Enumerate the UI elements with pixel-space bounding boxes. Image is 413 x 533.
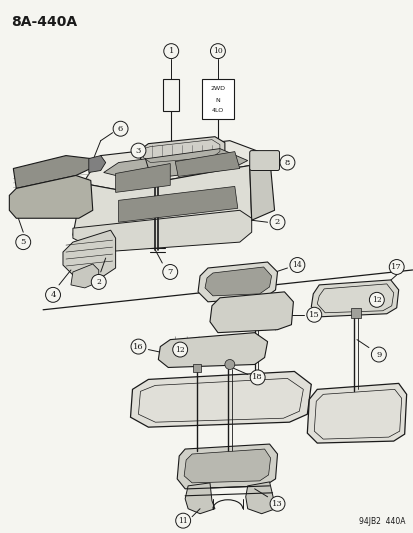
- Circle shape: [370, 347, 385, 362]
- Polygon shape: [306, 383, 406, 443]
- Circle shape: [162, 264, 177, 279]
- Text: 16: 16: [133, 343, 143, 351]
- Polygon shape: [71, 264, 98, 288]
- Polygon shape: [209, 292, 293, 333]
- Circle shape: [91, 274, 106, 289]
- Circle shape: [388, 260, 403, 274]
- Circle shape: [164, 44, 178, 59]
- Polygon shape: [130, 372, 311, 427]
- Text: 14: 14: [292, 261, 301, 269]
- Circle shape: [249, 370, 264, 385]
- Text: 4LO: 4LO: [211, 108, 223, 114]
- Polygon shape: [63, 230, 115, 278]
- Circle shape: [289, 257, 304, 272]
- Text: 8: 8: [284, 158, 290, 166]
- Circle shape: [269, 215, 284, 230]
- Polygon shape: [73, 166, 251, 250]
- Circle shape: [368, 293, 383, 308]
- Text: 3: 3: [135, 147, 141, 155]
- Polygon shape: [184, 449, 270, 483]
- Polygon shape: [249, 156, 274, 220]
- Polygon shape: [115, 164, 170, 192]
- Bar: [202, 79, 233, 119]
- Polygon shape: [177, 444, 277, 489]
- Polygon shape: [83, 141, 269, 190]
- Text: 17: 17: [390, 263, 401, 271]
- Polygon shape: [13, 156, 93, 188]
- Polygon shape: [103, 149, 247, 181]
- Circle shape: [172, 342, 187, 357]
- Text: 10: 10: [213, 47, 222, 55]
- Polygon shape: [245, 482, 275, 514]
- Bar: [163, 79, 179, 111]
- Text: 2: 2: [274, 218, 280, 226]
- Bar: [350, 308, 360, 318]
- Text: 7: 7: [167, 268, 173, 276]
- Polygon shape: [185, 483, 214, 514]
- Text: 94JB2  440A: 94JB2 440A: [358, 516, 405, 526]
- Polygon shape: [73, 211, 251, 252]
- Circle shape: [175, 513, 190, 528]
- Text: 4: 4: [50, 291, 56, 299]
- Circle shape: [16, 235, 31, 249]
- Polygon shape: [175, 151, 239, 176]
- Text: 11: 11: [178, 516, 188, 524]
- Polygon shape: [158, 333, 267, 367]
- Text: N: N: [215, 99, 220, 103]
- Circle shape: [131, 143, 145, 158]
- Polygon shape: [9, 175, 93, 218]
- Circle shape: [269, 496, 284, 511]
- Circle shape: [279, 155, 294, 170]
- FancyBboxPatch shape: [249, 151, 279, 171]
- Text: 15: 15: [308, 311, 319, 319]
- Text: 6: 6: [118, 125, 123, 133]
- Circle shape: [224, 360, 234, 369]
- Bar: [192, 365, 201, 373]
- Text: 18: 18: [252, 374, 262, 382]
- Text: 12: 12: [175, 345, 185, 353]
- Text: 13: 13: [271, 500, 282, 508]
- Text: 12: 12: [371, 296, 381, 304]
- Polygon shape: [88, 156, 105, 173]
- Circle shape: [210, 44, 225, 59]
- Text: 2WD: 2WD: [210, 86, 225, 92]
- Polygon shape: [311, 280, 398, 317]
- Circle shape: [45, 287, 60, 302]
- Circle shape: [113, 122, 128, 136]
- Polygon shape: [118, 187, 237, 222]
- Text: 2: 2: [96, 278, 101, 286]
- Circle shape: [131, 339, 145, 354]
- Polygon shape: [204, 267, 271, 296]
- Text: 9: 9: [375, 351, 381, 359]
- Polygon shape: [140, 136, 224, 166]
- Text: 5: 5: [21, 238, 26, 246]
- Text: 1: 1: [168, 47, 173, 55]
- Polygon shape: [197, 262, 277, 302]
- Circle shape: [306, 308, 321, 322]
- Text: 8A-440A: 8A-440A: [11, 15, 77, 29]
